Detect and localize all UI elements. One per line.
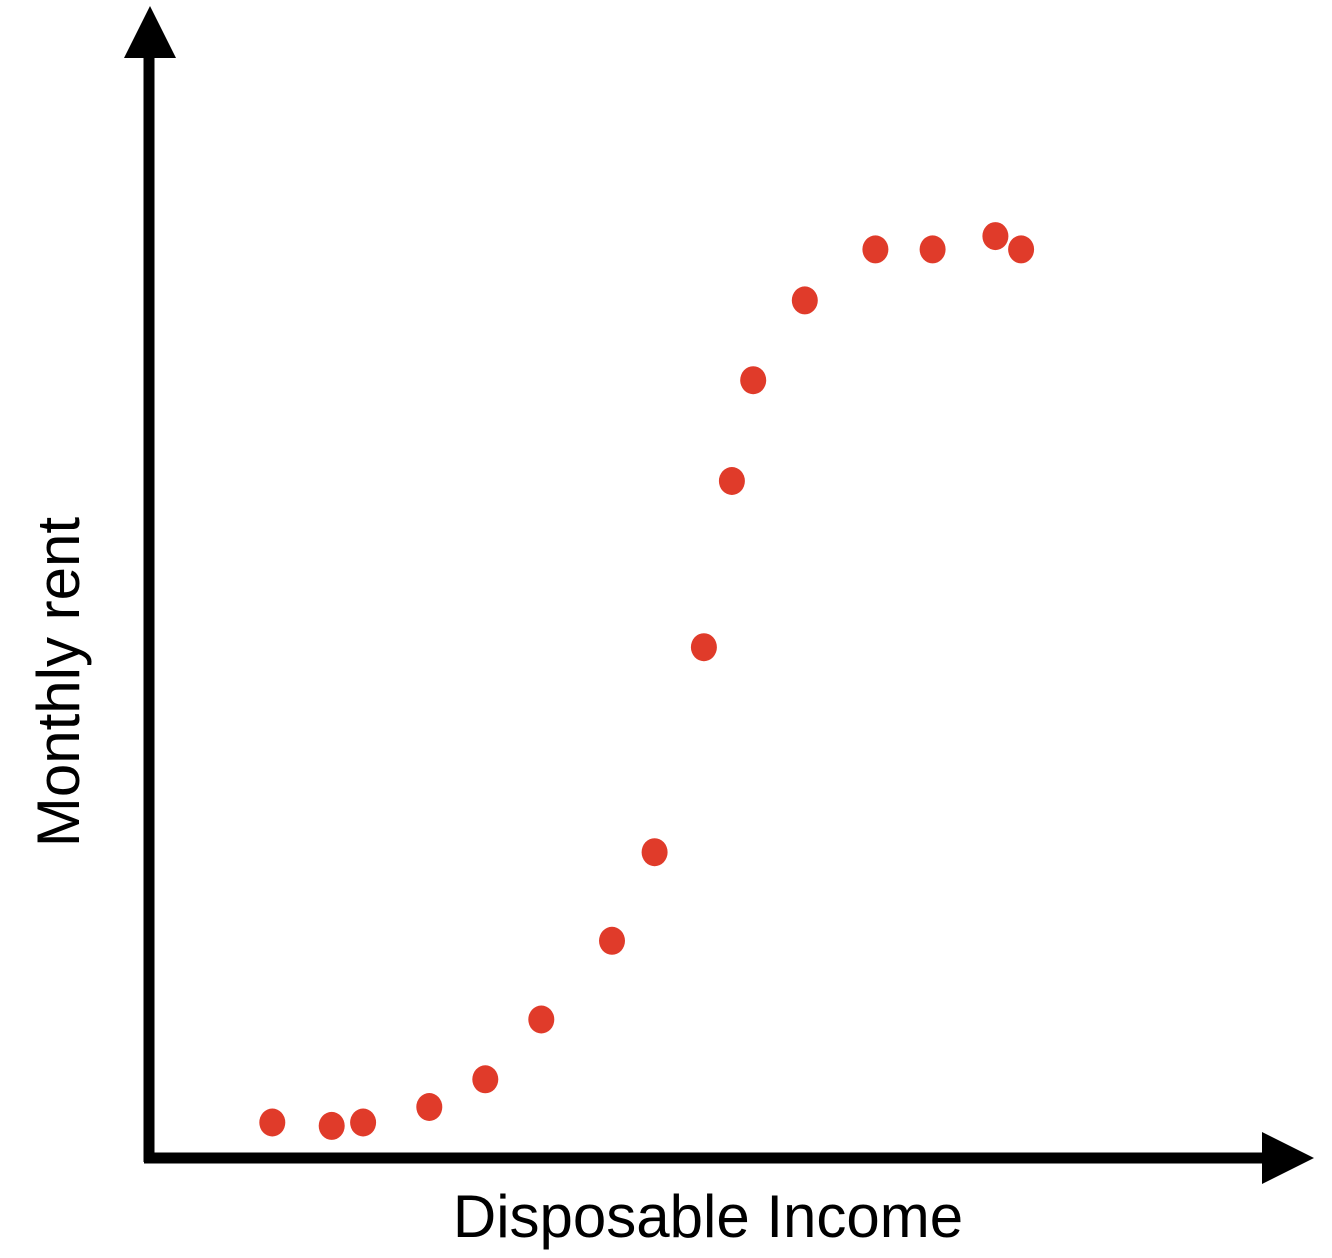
data-point-1 bbox=[259, 1108, 286, 1137]
data-point-11 bbox=[740, 366, 767, 395]
axes bbox=[124, 6, 1314, 1184]
data-point-8 bbox=[641, 838, 668, 867]
data-point-4 bbox=[416, 1093, 443, 1121]
y-axis-title: Monthly rent bbox=[25, 517, 92, 847]
y-axis-arrowhead bbox=[124, 6, 176, 58]
data-point-9 bbox=[690, 633, 717, 662]
data-point-5 bbox=[472, 1065, 499, 1094]
data-point-10 bbox=[718, 467, 745, 495]
data-points bbox=[259, 222, 1035, 1140]
data-point-15 bbox=[982, 222, 1009, 251]
data-point-3 bbox=[350, 1108, 377, 1137]
data-point-7 bbox=[599, 926, 625, 955]
data-point-16 bbox=[1008, 235, 1035, 264]
x-axis-title: Disposable Income bbox=[453, 1183, 963, 1250]
data-point-14 bbox=[919, 235, 946, 264]
data-point-2 bbox=[318, 1111, 345, 1140]
x-axis-arrowhead bbox=[1262, 1132, 1314, 1184]
data-point-12 bbox=[791, 286, 818, 315]
data-point-13 bbox=[862, 235, 889, 264]
data-point-6 bbox=[528, 1005, 555, 1034]
